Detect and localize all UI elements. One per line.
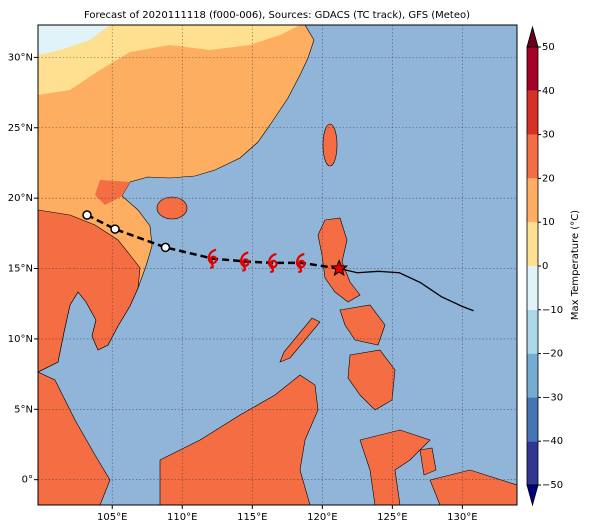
observed-point	[110, 224, 120, 234]
map	[38, 25, 517, 505]
forecast-symbol	[267, 252, 278, 273]
map-frame	[37, 24, 518, 506]
colorbar-tick-label: 50	[542, 42, 555, 53]
y-tick-label: 5°N	[14, 404, 33, 415]
colorbar-extend-high	[526, 25, 539, 48]
visayas	[339, 304, 386, 346]
observed-point	[160, 242, 171, 253]
forecast-symbol	[239, 251, 250, 272]
colorbar-tick-label: 30	[542, 130, 555, 141]
palawan	[279, 317, 321, 363]
y-tick-label: 20°N	[8, 193, 33, 204]
colorbar-bin	[527, 47, 538, 91]
colorbar-bin	[527, 397, 538, 442]
colorbar-bin	[527, 441, 538, 485]
colorbar-tick-label: −50	[542, 480, 563, 491]
colorbar-tick-label: −10	[542, 305, 563, 316]
y-tick-label: 0°	[22, 475, 33, 486]
land-north	[38, 25, 300, 95]
current-position	[330, 259, 349, 277]
new-guinea	[429, 469, 517, 505]
colorbar-bin	[527, 134, 538, 179]
colorbar-bin	[527, 309, 538, 354]
halmahera	[419, 447, 437, 476]
observed-point	[82, 210, 92, 220]
borneo	[159, 374, 319, 505]
x-tick-label: 105°E	[97, 512, 127, 523]
x-tick-label: 110°E	[167, 512, 197, 523]
land-south-china	[95, 180, 130, 205]
overlay	[38, 25, 517, 505]
y-tick-label: 30°N	[8, 52, 33, 63]
x-tick-label: 130°E	[447, 512, 477, 523]
colorbar-tick-label: 20	[542, 173, 555, 184]
colorbar-bin	[527, 353, 538, 398]
forecast-symbol	[295, 252, 306, 273]
colorbar-bin	[527, 222, 538, 266]
title: Forecast of 2020111118 (f000-006), Sourc…	[84, 10, 470, 21]
colorbar-extend-low	[526, 484, 539, 507]
x-tick-label: 120°E	[307, 512, 337, 523]
y-tick-label: 10°N	[8, 334, 33, 345]
colorbar-tick-label: −40	[542, 436, 563, 447]
track-future	[338, 267, 474, 312]
colorbar-tick-label: 0	[542, 261, 548, 272]
mindanao	[347, 349, 396, 411]
forecast-symbol	[207, 248, 218, 269]
y-tick-label: 25°N	[8, 123, 33, 134]
colorbar-bin	[527, 90, 538, 135]
colorbar-bin	[527, 178, 538, 223]
sulawesi	[359, 429, 431, 505]
hainan	[156, 196, 188, 220]
colorbar-tick-label: 10	[542, 217, 555, 228]
colorbar-tick-label: 40	[542, 86, 555, 97]
land-indochina	[38, 209, 141, 373]
x-tick-label: 115°E	[237, 512, 267, 523]
taiwan	[322, 123, 338, 167]
x-tick-label: 125°E	[377, 512, 407, 523]
colorbar-bin	[527, 266, 538, 310]
land-cold	[38, 25, 110, 55]
colorbar-label: Max Temperature (°C)	[570, 210, 581, 320]
y-tick-label: 15°N	[8, 264, 33, 275]
colorbar-tick-label: −30	[542, 392, 563, 403]
colorbar-tick-label: −20	[542, 349, 563, 360]
sumatra-malaya	[38, 371, 111, 505]
